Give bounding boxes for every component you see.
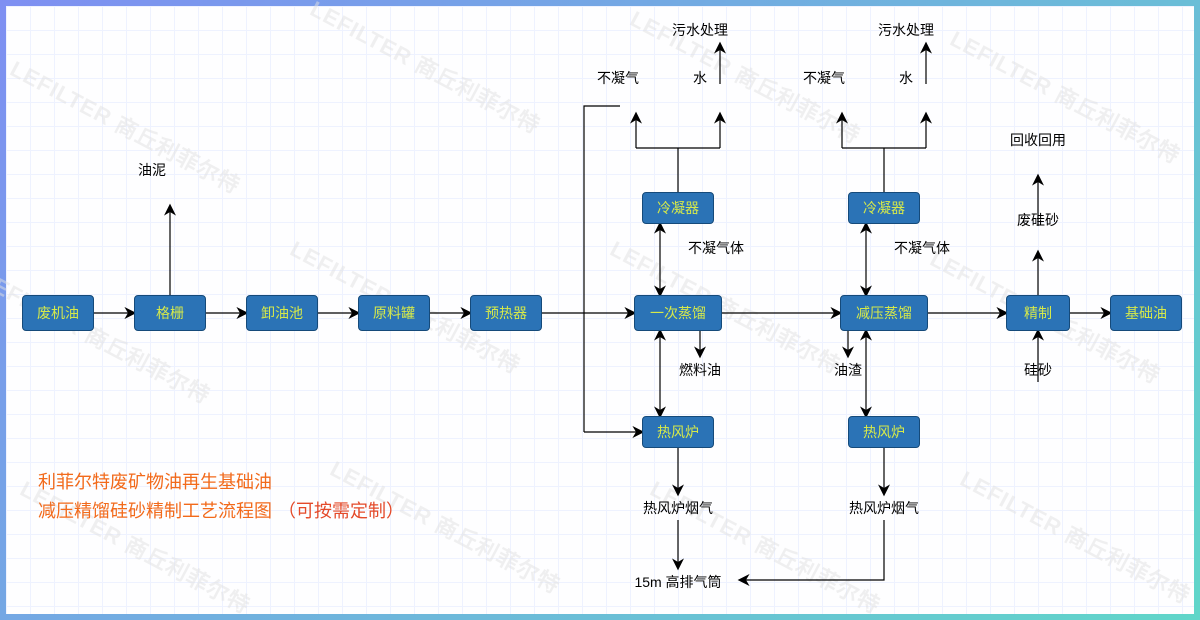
label-sewage1: 污水处理 — [672, 20, 728, 40]
label-waste_si: 废硅砂 — [1017, 210, 1059, 230]
watermark: LEFILTER 商丘利菲尔特 — [305, 0, 547, 140]
watermark: LEFILTER 商丘利菲尔特 — [955, 462, 1197, 611]
node-cond2: 冷凝器 — [848, 192, 920, 224]
watermark: LEFILTER 商丘利菲尔特 — [5, 52, 247, 201]
label-ncg2_top: 不凝气 — [803, 68, 845, 88]
node-base: 基础油 — [1110, 295, 1182, 331]
label-water1: 水 — [693, 68, 707, 88]
label-water2: 水 — [899, 68, 913, 88]
label-ncg1_top: 不凝气 — [597, 68, 639, 88]
watermark: LEFILTER 商丘利菲尔特 — [945, 22, 1187, 171]
node-waste: 废机油 — [22, 295, 94, 331]
node-vdist: 减压蒸馏 — [840, 295, 928, 331]
label-flue2: 热风炉烟气 — [849, 498, 919, 518]
label-flue1: 热风炉烟气 — [643, 498, 713, 518]
watermark: LEFILTER 商丘利菲尔特 — [0, 262, 217, 411]
title-line1: 利菲尔特废矿物油再生基础油 — [38, 468, 404, 497]
label-residue: 油渣 — [834, 360, 862, 380]
node-preheat: 预热器 — [470, 295, 542, 331]
node-refine: 精制 — [1006, 295, 1070, 331]
watermark: LEFILTER 商丘利菲尔特 — [645, 472, 887, 620]
node-hot1: 热风炉 — [642, 416, 714, 448]
node-grate: 格栅 — [134, 295, 206, 331]
label-ncg_body1: 不凝气体 — [688, 238, 744, 258]
node-dist1: 一次蒸馏 — [634, 295, 722, 331]
node-tank: 原料罐 — [358, 295, 430, 331]
node-unload: 卸油池 — [246, 295, 318, 331]
node-cond1: 冷凝器 — [642, 192, 714, 224]
label-sludge: 油泥 — [138, 160, 166, 180]
node-hot2: 热风炉 — [848, 416, 920, 448]
diagram-stage: LEFILTER 商丘利菲尔特 LEFILTER 商丘利菲尔特 LEFILTER 商… — [0, 0, 1200, 620]
diagram-title: 利菲尔特废矿物油再生基础油减压精馏硅砂精制工艺流程图（可按需定制） — [38, 468, 404, 526]
title-line2: 减压精馏硅砂精制工艺流程图（可按需定制） — [38, 497, 404, 526]
label-recycle: 回收回用 — [1010, 130, 1066, 150]
label-sewage2: 污水处理 — [878, 20, 934, 40]
label-stack: 15m 高排气筒 — [634, 572, 721, 592]
label-ncg_body2: 不凝气体 — [894, 238, 950, 258]
label-silica_in: 硅砂 — [1024, 360, 1052, 380]
title-suffix: （可按需定制） — [278, 501, 404, 521]
label-fuel: 燃料油 — [679, 360, 721, 380]
